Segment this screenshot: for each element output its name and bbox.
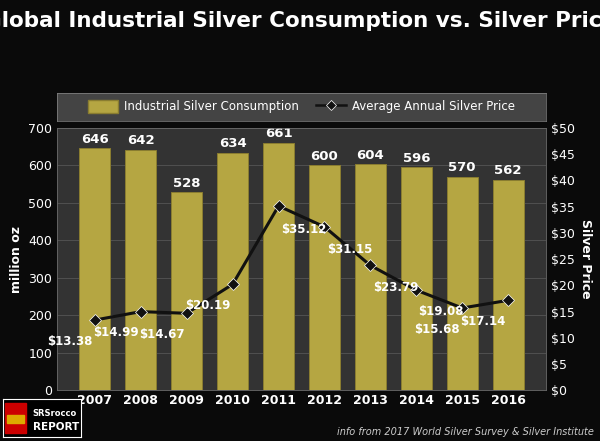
Text: 596: 596 (403, 152, 430, 164)
Text: 600: 600 (311, 150, 338, 163)
Text: 661: 661 (265, 127, 292, 140)
Text: REPORT: REPORT (32, 422, 79, 432)
Text: $14.99: $14.99 (93, 326, 139, 339)
Bar (217, 153, 248, 390)
Text: $31.15: $31.15 (327, 243, 372, 255)
Y-axis label: Silver Price: Silver Price (578, 219, 592, 299)
Text: $17.14: $17.14 (460, 315, 506, 328)
Text: SRSrocco: SRSrocco (32, 409, 77, 418)
Bar (309, 165, 340, 390)
Text: 646: 646 (81, 133, 109, 146)
Text: $19.08: $19.08 (419, 305, 464, 318)
Text: $13.38: $13.38 (47, 335, 92, 348)
Text: 642: 642 (127, 135, 155, 147)
Bar (125, 149, 157, 390)
Bar (446, 176, 478, 390)
Text: 562: 562 (494, 164, 522, 177)
Bar (355, 164, 386, 390)
Legend: Industrial Silver Consumption, Average Annual Silver Price: Industrial Silver Consumption, Average A… (83, 96, 520, 118)
Text: 570: 570 (448, 161, 476, 174)
FancyBboxPatch shape (7, 415, 24, 423)
Text: info from 2017 World Silver Survey & Silver Institute: info from 2017 World Silver Survey & Sil… (337, 426, 594, 437)
Text: $23.79: $23.79 (373, 281, 418, 294)
Text: $35.12: $35.12 (281, 223, 326, 236)
Text: $14.67: $14.67 (139, 328, 184, 341)
Bar (493, 179, 524, 390)
Text: 528: 528 (173, 177, 200, 190)
Text: $20.19: $20.19 (185, 299, 230, 312)
FancyBboxPatch shape (5, 403, 26, 433)
Bar (79, 148, 110, 390)
Bar (401, 167, 432, 390)
Bar (171, 192, 202, 390)
Bar (263, 142, 294, 390)
Text: Global Industrial Silver Consumption vs. Silver Price: Global Industrial Silver Consumption vs.… (0, 11, 600, 31)
Y-axis label: million oz: million oz (10, 226, 23, 292)
Text: 604: 604 (356, 149, 384, 162)
Text: $15.68: $15.68 (415, 323, 460, 336)
Text: 634: 634 (219, 138, 247, 150)
